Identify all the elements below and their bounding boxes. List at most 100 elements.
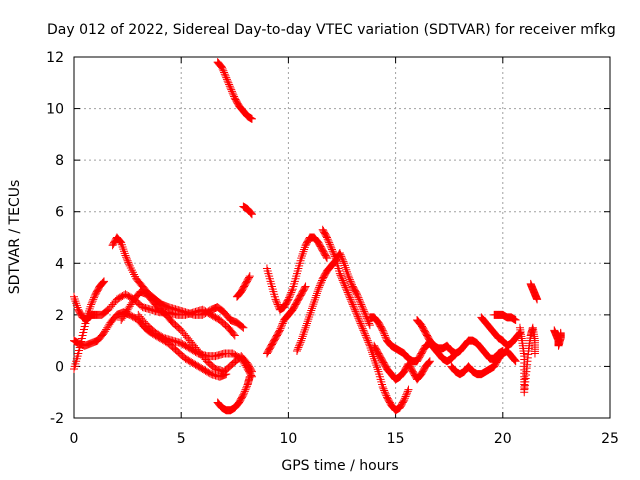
data-point — [126, 300, 135, 309]
data-point — [316, 279, 325, 288]
data-point — [361, 331, 370, 340]
data-point — [400, 394, 409, 403]
data-point — [245, 272, 254, 281]
data-point — [361, 310, 370, 319]
data-point — [298, 332, 307, 341]
data-point — [327, 245, 336, 254]
data-point — [380, 329, 389, 338]
data-point — [326, 242, 335, 251]
data-point — [72, 301, 81, 310]
data-point — [245, 372, 254, 381]
data-point — [330, 250, 339, 259]
data-point — [225, 80, 234, 89]
data-point — [302, 319, 311, 328]
x-axis-label: GPS time / hours — [281, 458, 398, 474]
data-point — [227, 87, 236, 96]
x-tick-label: 5 — [177, 431, 186, 447]
data-point — [102, 325, 111, 334]
grid — [74, 57, 610, 418]
data-point — [273, 300, 282, 309]
data-point — [126, 264, 135, 273]
data-point — [305, 310, 314, 319]
data-point — [287, 286, 296, 295]
data-point — [373, 363, 382, 372]
series-arc-h — [213, 58, 256, 123]
data-point — [348, 300, 357, 309]
data-point — [237, 322, 246, 331]
data-point — [119, 312, 128, 321]
x-tick-label: 25 — [601, 431, 619, 447]
data-point — [355, 295, 364, 304]
data-point — [223, 77, 232, 86]
data-point — [90, 293, 99, 302]
data-point — [219, 307, 228, 316]
data-point — [237, 354, 246, 363]
data-point — [86, 302, 95, 311]
data-point — [277, 322, 286, 331]
data-point — [378, 383, 387, 392]
data-point — [325, 238, 334, 247]
data-points — [70, 58, 565, 415]
data-point — [315, 281, 324, 290]
data-point — [221, 71, 230, 80]
data-point — [100, 328, 109, 337]
data-point — [103, 323, 112, 332]
series-arc-r — [447, 346, 520, 379]
data-point — [120, 247, 129, 256]
data-point — [356, 319, 365, 328]
data-point — [354, 314, 363, 323]
data-point — [402, 390, 411, 399]
data-point — [234, 399, 243, 408]
data-point — [293, 345, 302, 354]
data-point — [111, 312, 120, 321]
data-point — [222, 73, 231, 82]
x-tick-label: 0 — [70, 431, 79, 447]
data-point — [84, 309, 93, 318]
data-point — [247, 209, 256, 218]
data-point — [403, 387, 412, 396]
data-point — [380, 386, 389, 395]
data-point — [303, 317, 312, 326]
data-point — [330, 252, 339, 261]
data-point — [309, 300, 318, 309]
data-point — [239, 323, 248, 332]
data-point — [325, 240, 334, 249]
data-point — [370, 354, 379, 363]
data-point — [313, 237, 322, 246]
data-point — [346, 295, 355, 304]
data-point — [338, 274, 346, 283]
data-point — [362, 312, 371, 321]
data-point — [128, 268, 137, 277]
data-point — [127, 266, 136, 275]
data-point — [314, 285, 323, 294]
y-tick-label: 0 — [55, 359, 64, 375]
data-point — [400, 395, 409, 404]
series-arc-w — [550, 326, 565, 350]
data-point — [339, 257, 348, 266]
data-point — [315, 283, 324, 292]
data-point — [300, 325, 309, 334]
data-point — [297, 251, 306, 260]
y-tick-label: 10 — [46, 102, 64, 118]
data-point — [304, 315, 313, 324]
data-point — [236, 288, 245, 297]
data-point — [277, 321, 286, 330]
data-point — [401, 392, 410, 401]
chart-title: Day 012 of 2022, Sidereal Day-to-day VTE… — [47, 22, 616, 38]
data-point — [99, 278, 108, 287]
data-point — [240, 389, 249, 398]
data-point — [300, 283, 309, 292]
data-point — [284, 295, 293, 304]
data-point — [341, 263, 350, 272]
data-point — [363, 336, 372, 345]
data-point — [100, 277, 109, 286]
data-point — [352, 309, 361, 318]
data-point — [343, 267, 352, 276]
data-point — [225, 82, 234, 91]
data-point — [340, 259, 349, 268]
data-point — [294, 343, 303, 352]
data-point — [299, 247, 308, 256]
data-point — [101, 327, 110, 336]
data-point — [218, 65, 227, 74]
